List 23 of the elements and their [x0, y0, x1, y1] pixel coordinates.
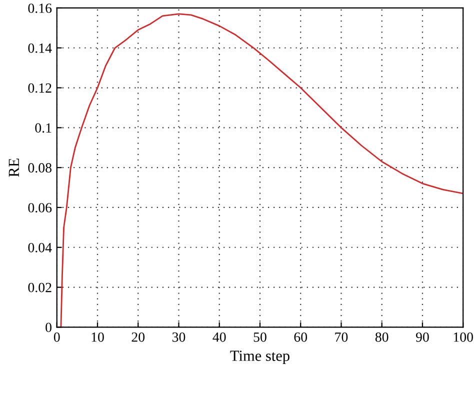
y-axis-title: RE: [8, 158, 19, 177]
x-tick-label: 100: [454, 332, 473, 342]
y-tick-label: 0.16: [28, 4, 52, 13]
x-tick-label: 80: [375, 332, 388, 342]
x-tick-label: 20: [132, 332, 145, 342]
y-tick-label: 0.04: [28, 242, 52, 252]
x-axis-title: Time step: [230, 350, 290, 364]
x-tick-label: 90: [416, 332, 429, 342]
x-tick-label: 30: [172, 332, 186, 342]
x-tick-label: 60: [294, 332, 308, 342]
y-tick-label: 0.08: [28, 163, 52, 173]
x-tick-label: 50: [254, 332, 266, 342]
x-tick-label: 40: [212, 332, 226, 342]
y-tick-label: 0.1: [35, 123, 52, 133]
x-tick-label: 0: [54, 332, 60, 342]
y-tick-label: 0.06: [28, 203, 52, 212]
y-tick-label: 0: [46, 322, 52, 332]
y-tick-label: 0.02: [28, 282, 52, 292]
y-tick-label: 0.14: [28, 43, 52, 53]
x-tick-label: 70: [335, 332, 348, 342]
line-series: [60, 13, 464, 328]
y-tick-label: 0.12: [28, 83, 52, 93]
x-tick-label: 10: [92, 332, 104, 342]
